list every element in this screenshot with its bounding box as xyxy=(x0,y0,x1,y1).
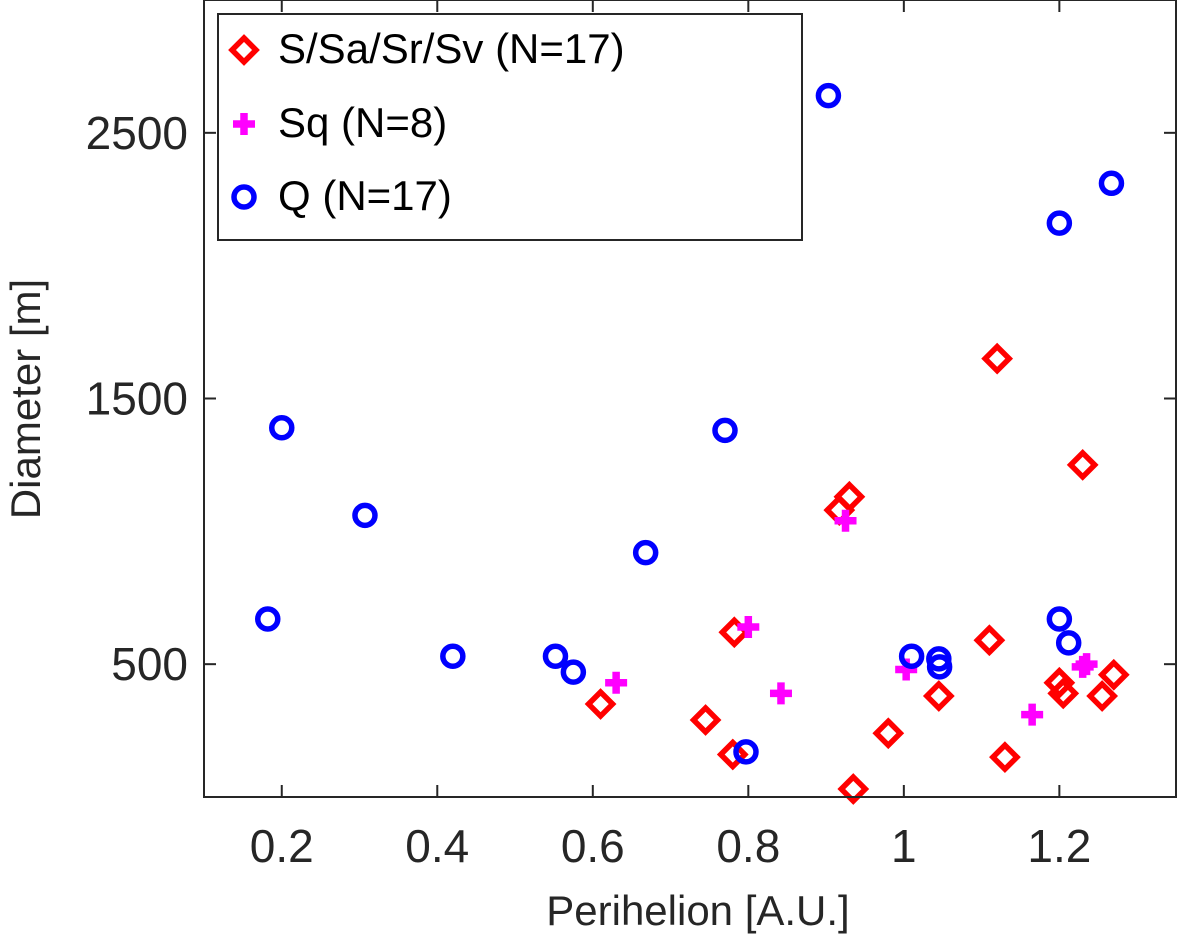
data-point-diamond xyxy=(1066,449,1099,481)
legend-item-circle: Q (N=17) xyxy=(231,172,452,219)
legend-marker-circle xyxy=(231,184,257,210)
legend-label: Q (N=17) xyxy=(278,172,452,219)
data-point-diamond xyxy=(922,680,955,712)
data-point-diamond xyxy=(981,342,1014,375)
data-point-plus xyxy=(769,682,792,705)
data-point-diamond xyxy=(716,738,749,771)
y-tick-label: 2500 xyxy=(86,107,188,159)
data-point-plus xyxy=(605,671,628,694)
legend-label: Sq (N=8) xyxy=(278,99,447,146)
x-tick-label: 0.6 xyxy=(561,820,625,872)
data-point-circle xyxy=(1055,630,1082,656)
y-axis-label: Diameter [m] xyxy=(2,279,49,519)
data-point-diamond xyxy=(833,480,866,513)
data-point-plus xyxy=(1075,653,1098,676)
data-point-circle xyxy=(1046,210,1073,236)
legend-box xyxy=(217,13,803,241)
x-tick-label: 0.2 xyxy=(250,820,314,872)
legend-item-diamond: S/Sa/Sr/Sv (N=17) xyxy=(228,25,625,72)
data-point-circle xyxy=(269,414,295,441)
legend-item-plus: Sq (N=8) xyxy=(233,99,447,146)
data-point-diamond xyxy=(1047,677,1080,710)
data-point-circle xyxy=(440,643,466,669)
x-axis-label: Perihelion [A.U.] xyxy=(546,887,849,934)
data-point-circle xyxy=(560,659,587,685)
data-point-circle xyxy=(542,643,569,669)
data-point-circle xyxy=(632,539,659,566)
data-point-diamond xyxy=(1097,658,1130,691)
data-point-diamond xyxy=(689,704,722,736)
x-tick-label: 1 xyxy=(891,820,917,872)
data-point-diamond xyxy=(1086,680,1119,712)
y-tick-label: 500 xyxy=(111,638,188,690)
data-point-diamond xyxy=(584,688,617,720)
data-point-diamond xyxy=(837,773,870,805)
data-point-circle xyxy=(926,654,953,680)
data-point-diamond xyxy=(989,741,1021,774)
data-point-circle xyxy=(1046,606,1073,632)
series-diamond xyxy=(584,342,1130,805)
legend-marker-plus xyxy=(233,113,255,135)
data-point-circle xyxy=(1098,170,1125,197)
legend-marker-diamond xyxy=(228,34,260,66)
data-point-circle xyxy=(815,82,842,109)
x-tick-label: 1.2 xyxy=(1027,820,1091,872)
series-plus xyxy=(605,509,1098,726)
legend-label: S/Sa/Sr/Sv (N=17) xyxy=(278,25,625,72)
data-point-circle xyxy=(352,502,378,529)
x-tick-label: 0.4 xyxy=(405,820,469,872)
axis-ticks: 0.2 0.4 0.6 0.8 1 1.2 500 1500 2500 xyxy=(86,0,1176,872)
data-point-diamond xyxy=(1043,666,1076,699)
y-tick-label: 1500 xyxy=(86,373,188,425)
data-point-plus xyxy=(834,509,857,532)
data-point-circle xyxy=(898,643,925,669)
data-point-plus xyxy=(1021,703,1044,726)
data-point-plus xyxy=(737,615,760,638)
data-point-circle xyxy=(733,739,759,765)
x-tick-label: 0.8 xyxy=(716,820,780,872)
data-point-circle xyxy=(255,606,281,632)
data-point-circle xyxy=(712,417,738,444)
data-point-diamond xyxy=(872,717,905,750)
data-marks xyxy=(255,82,1130,805)
series-circle xyxy=(255,82,1125,765)
data-point-diamond xyxy=(973,624,1006,657)
legend: S/Sa/Sr/Sv (N=17) Sq (N=8) Q (N=17) xyxy=(217,13,803,241)
